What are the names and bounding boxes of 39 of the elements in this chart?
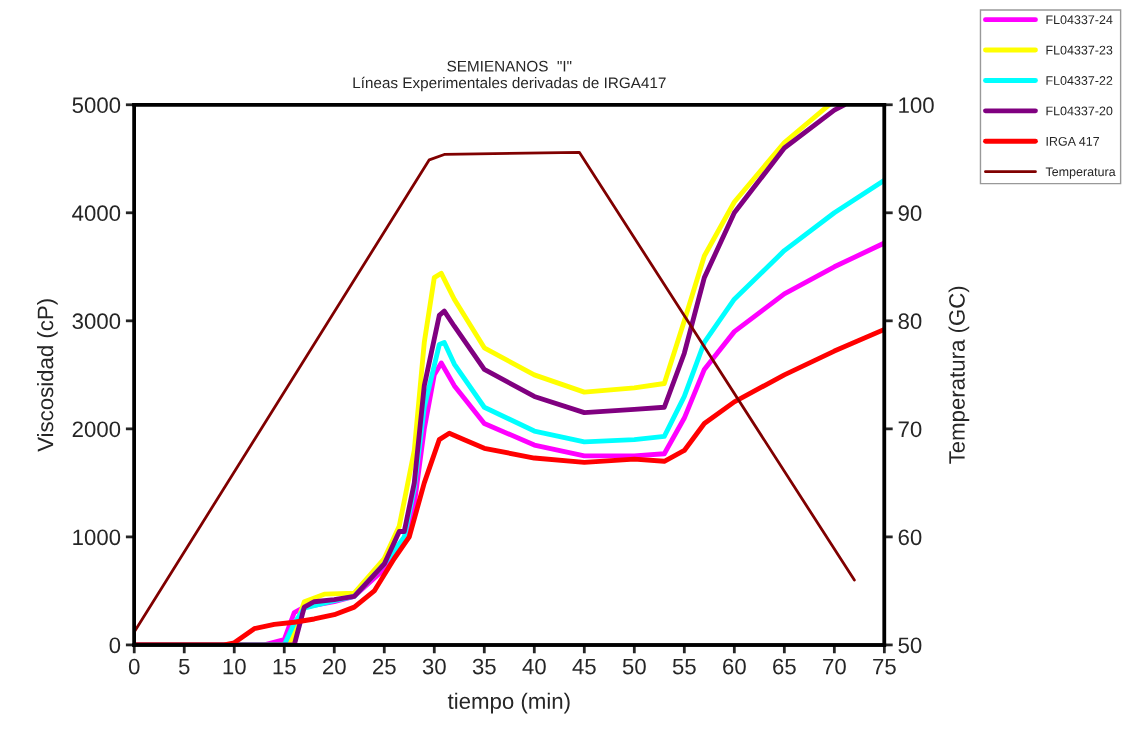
chart-title: SEMIENANOS "I" (447, 60, 572, 72)
legend-label: FL04337-20 (1046, 106, 1113, 116)
x-tick-label: 70 (823, 658, 846, 675)
x-tick-label: 65 (773, 658, 796, 675)
y-tick-label: 5000 (72, 97, 121, 114)
x-tick-label: 0 (128, 658, 140, 675)
legend-label: Temperatura (1045, 167, 1116, 179)
y2-axis-title: Temperatura (GC) (948, 286, 970, 464)
x-tick-label: 30 (422, 658, 446, 675)
y2-tick-label: 80 (898, 313, 922, 330)
y2-tick-label: 90 (898, 205, 922, 222)
x-tick-label: 60 (723, 658, 746, 675)
x-tick-label: 15 (273, 658, 296, 675)
y2-tick-label: 50 (898, 637, 922, 654)
x-tick-label: 50 (622, 658, 646, 675)
x-tick-label: 35 (472, 658, 496, 675)
x-tick-label: 25 (373, 658, 396, 675)
y2-tick-label: 60 (898, 529, 922, 546)
y-tick-label: 1000 (73, 529, 121, 546)
legend-label: FL04337-22 (1046, 76, 1113, 85)
legend-label: FL04337-24 (1046, 15, 1113, 25)
x-tick-label: 55 (672, 658, 696, 675)
x-tick-label: 10 (223, 658, 246, 675)
y-tick-label: 4000 (72, 205, 121, 222)
legend-label: IRGA 417 (1046, 136, 1100, 146)
y-tick-label: 3000 (72, 313, 121, 330)
y2-tick-label: 70 (898, 421, 922, 438)
y-tick-label: 0 (109, 637, 121, 654)
legend-label: FL04337-23 (1046, 45, 1113, 55)
x-axis-title: tiempo (min) (447, 692, 570, 714)
x-tick-label: 40 (522, 658, 546, 675)
chart-subtitle: Líneas Experimentales derivadas de IRGA417 (353, 76, 666, 92)
x-tick-label: 5 (178, 658, 190, 675)
y-axis-title: Viscosidad (cP) (37, 299, 58, 452)
x-tick-label: 20 (323, 658, 346, 675)
x-tick-label: 75 (873, 658, 896, 675)
y-tick-label: 2000 (72, 421, 121, 438)
y2-tick-label: 100 (899, 97, 934, 114)
x-tick-label: 45 (572, 658, 596, 675)
